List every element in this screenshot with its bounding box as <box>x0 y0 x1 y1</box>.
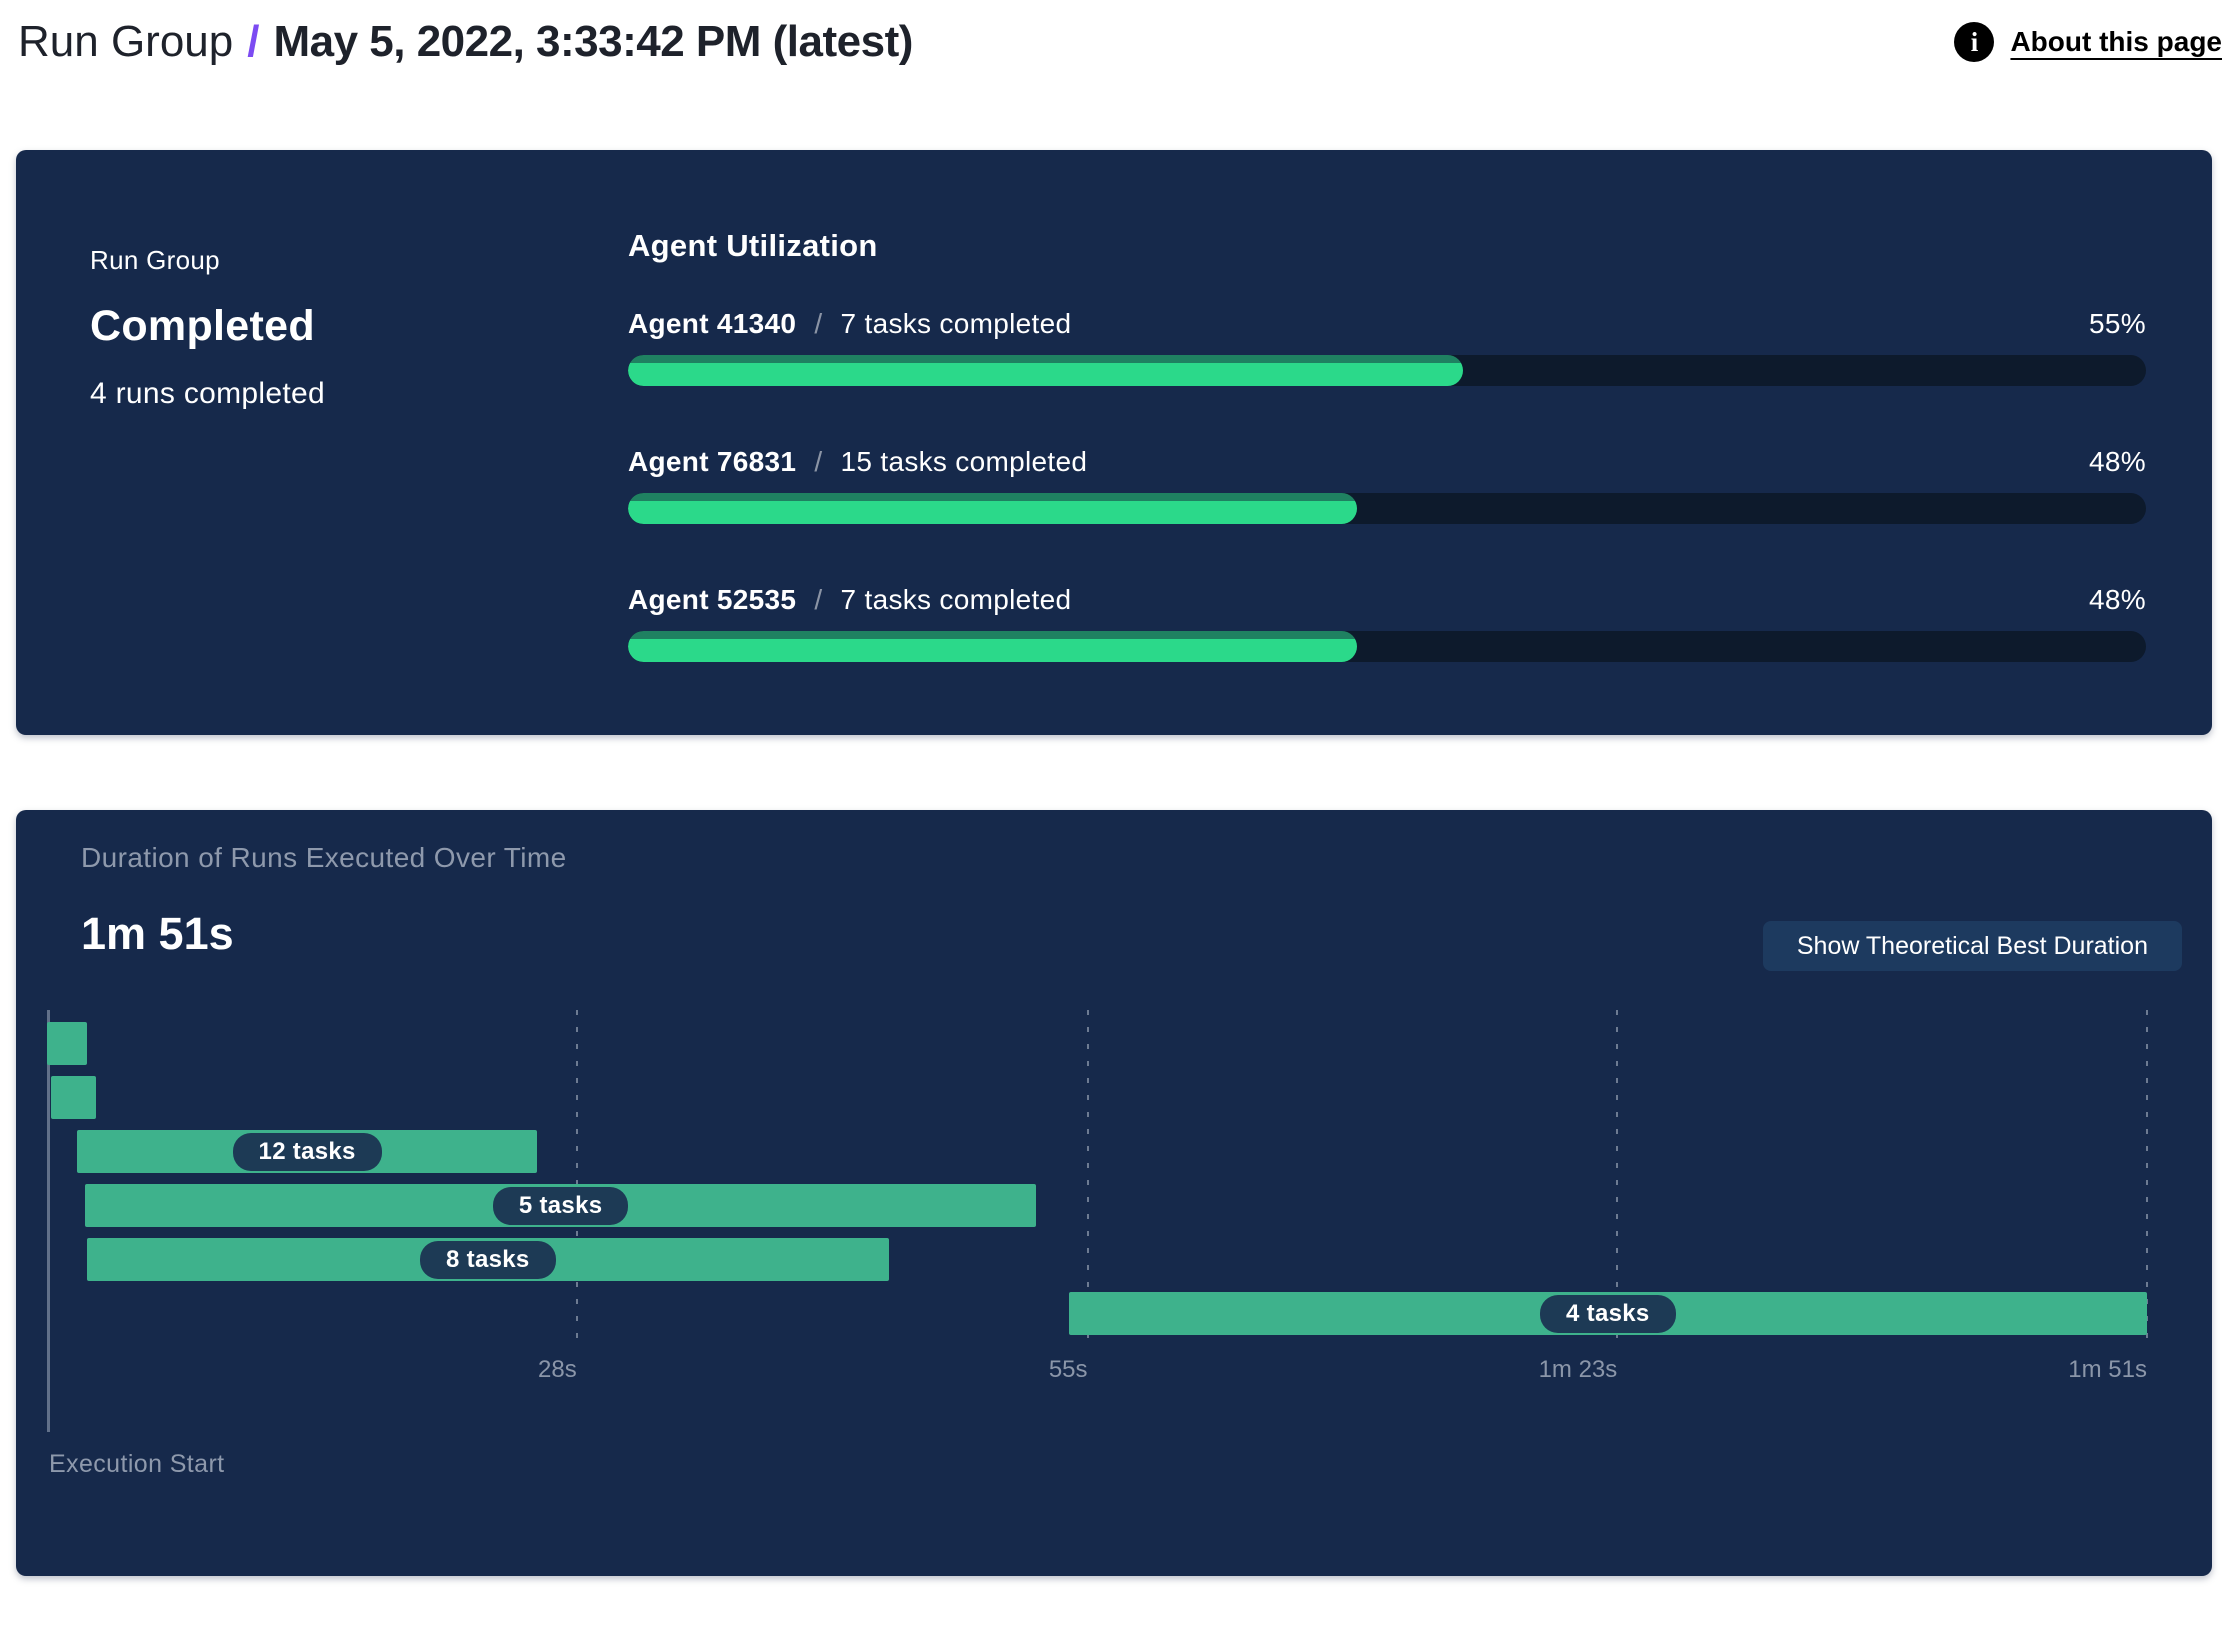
agent-name: Agent 41340 <box>628 308 797 339</box>
gantt-run-bar[interactable]: 12 tasks <box>77 1130 537 1173</box>
agent-tasks-completed: 15 tasks completed <box>840 446 1088 477</box>
agent-name: Agent 52535 <box>628 584 797 615</box>
task-count-pill: 4 tasks <box>1540 1294 1676 1333</box>
agent-utilization-progress-fill <box>628 493 1357 524</box>
agent-utilization-percent: 48% <box>2089 584 2146 615</box>
run-group-summary-card: Run Group Completed 4 runs completed Age… <box>16 150 2212 735</box>
agent-utilization-percent: 48% <box>2089 446 2146 477</box>
agent-label-separator: / <box>814 584 823 615</box>
gantt-y-axis-line <box>47 1010 50 1432</box>
run-group-label: Run Group <box>90 245 220 275</box>
execution-start-label: Execution Start <box>49 1450 225 1478</box>
breadcrumb: Run Group / May 5, 2022, 3:33:42 PM (lat… <box>18 17 913 67</box>
duration-chart-title: Duration of Runs Executed Over Time <box>81 842 567 873</box>
breadcrumb-separator: / <box>247 17 260 66</box>
agent-utilization-section: Agent Utilization Agent 41340 / 7 tasks … <box>628 228 2146 722</box>
agent-label-separator: / <box>814 308 823 339</box>
agent-tasks-completed: 7 tasks completed <box>840 308 1072 339</box>
agent-utilization-row: Agent 76831 / 15 tasks completed 48% <box>628 446 2146 524</box>
breadcrumb-root: Run Group <box>18 17 234 66</box>
agent-utilization-title: Agent Utilization <box>628 228 878 263</box>
page-header: Run Group / May 5, 2022, 3:33:42 PM (lat… <box>18 0 2222 84</box>
agent-label: Agent 76831 / 15 tasks completed <box>628 446 1087 478</box>
run-group-status-block: Run Group Completed 4 runs completed <box>90 245 325 411</box>
agent-tasks-completed: 7 tasks completed <box>840 584 1072 615</box>
agent-label: Agent 52535 / 7 tasks completed <box>628 584 1071 616</box>
show-theoretical-best-duration-button[interactable]: Show Theoretical Best Duration <box>1762 921 2182 971</box>
gantt-run-bar[interactable]: 4 tasks <box>1068 1292 2147 1335</box>
gantt-tick-label: 55s <box>1048 1356 1088 1383</box>
agent-utilization-row: Agent 52535 / 7 tasks completed 48% <box>628 584 2146 662</box>
gantt-gridline <box>1086 1010 1089 1348</box>
about-this-page[interactable]: i About this page <box>1954 22 2222 62</box>
agent-row-labels: Agent 52535 / 7 tasks completed 48% <box>628 584 2146 616</box>
agent-utilization-progress-fill <box>628 355 1463 386</box>
about-link[interactable]: About this page <box>2010 26 2222 57</box>
agent-utilization-percent: 55% <box>2089 308 2146 339</box>
run-duration-gantt-chart: Execution Start 28s 55s 1m 23s 1m 51s 12 tas… <box>47 1010 2148 1490</box>
duration-chart-card: Duration of Runs Executed Over Time 1m 5… <box>16 810 2212 1576</box>
task-count-pill: 5 tasks <box>492 1186 629 1225</box>
agent-utilization-progress-track <box>628 355 2146 386</box>
agent-utilization-progress-track <box>628 631 2146 662</box>
agent-label: Agent 41340 / 7 tasks completed <box>628 308 1071 340</box>
task-count-pill: 8 tasks <box>420 1240 556 1279</box>
agent-row-labels: Agent 76831 / 15 tasks completed 48% <box>628 446 2146 478</box>
runs-completed-count: 4 runs completed <box>90 377 325 410</box>
task-count-pill: 12 tasks <box>232 1132 382 1171</box>
gantt-run-bar[interactable]: 8 tasks <box>86 1238 889 1281</box>
gantt-run-bar[interactable] <box>47 1022 87 1065</box>
agent-name: Agent 76831 <box>628 446 797 477</box>
gantt-tick-label: 1m 23s <box>1538 1356 1618 1383</box>
agent-utilization-progress-track <box>628 493 2146 524</box>
run-group-status: Completed <box>90 302 315 350</box>
gantt-tick-label: 1m 51s <box>2068 1356 2147 1383</box>
gantt-gridline <box>575 1010 578 1348</box>
total-duration-value: 1m 51s <box>81 908 234 959</box>
agent-utilization-progress-fill <box>628 631 1357 662</box>
agent-row-labels: Agent 41340 / 7 tasks completed 55% <box>628 308 2146 340</box>
gantt-gridline <box>2146 1010 2148 1348</box>
breadcrumb-current: May 5, 2022, 3:33:42 PM (latest) <box>273 17 913 66</box>
gantt-run-bar[interactable]: 5 tasks <box>84 1184 1037 1227</box>
gantt-run-bar[interactable] <box>50 1076 97 1119</box>
gantt-gridline <box>1616 1010 1619 1348</box>
gantt-tick-label: 28s <box>538 1356 577 1383</box>
agent-list: Agent 41340 / 7 tasks completed 55% Agen… <box>628 308 2146 662</box>
info-icon[interactable]: i <box>1954 22 1995 62</box>
agent-label-separator: / <box>814 446 823 477</box>
agent-utilization-row: Agent 41340 / 7 tasks completed 55% <box>628 308 2146 386</box>
